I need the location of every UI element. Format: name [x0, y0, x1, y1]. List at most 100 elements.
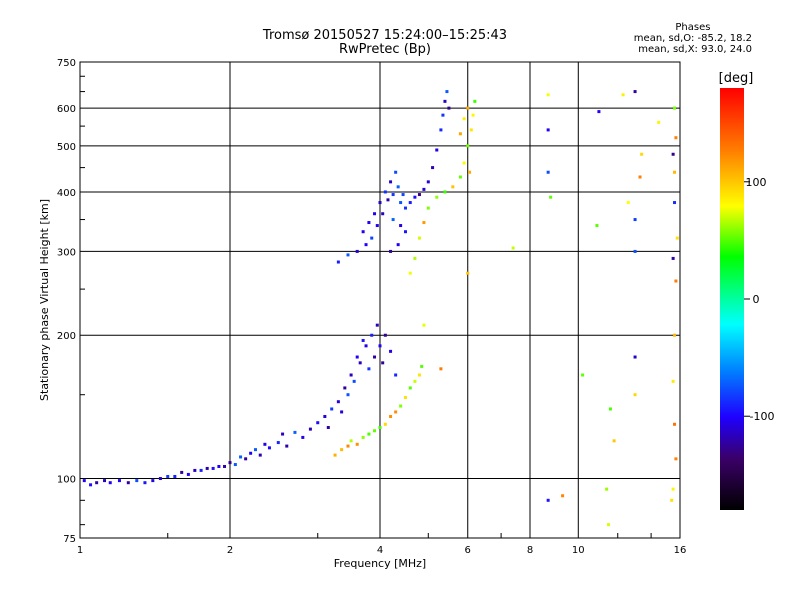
data-point-x — [607, 523, 611, 527]
data-point-o — [301, 435, 305, 439]
data-point-x — [612, 439, 616, 443]
colorbar-label: [deg] — [719, 71, 754, 86]
data-point-o — [546, 498, 550, 502]
data-point-o — [267, 446, 271, 450]
data-point-x — [670, 498, 674, 502]
data-point-x — [605, 487, 609, 491]
data-point-o — [417, 193, 421, 197]
x-tick-label: 8 — [527, 545, 533, 556]
data-point-o — [399, 201, 403, 205]
data-point-o — [346, 393, 350, 397]
x-tick-label: 4 — [377, 545, 383, 556]
data-point-o — [217, 464, 221, 468]
data-point-o — [253, 448, 257, 452]
data-point-o — [173, 474, 177, 478]
data-point-o — [355, 355, 359, 359]
data-point-o — [396, 243, 400, 247]
data-point-o — [546, 170, 550, 174]
data-point-x — [466, 271, 470, 275]
data-point-o — [399, 224, 403, 228]
data-point-o — [95, 481, 99, 485]
phases-legend: Phases mean, sd,O: -85.2, 18.2 mean, sd,… — [634, 22, 752, 55]
data-point-x — [640, 152, 644, 156]
data-point-x — [626, 201, 630, 205]
data-point-o — [89, 483, 93, 487]
data-point-o — [370, 333, 374, 337]
colorbar-tick-label: -100 — [750, 410, 775, 423]
data-point-x — [378, 425, 382, 429]
x-axis-label: Frequency [MHz] — [334, 557, 426, 570]
data-point-x — [458, 132, 462, 136]
data-point-x — [422, 323, 426, 327]
data-point-o — [263, 442, 267, 446]
data-point-x — [399, 404, 403, 408]
data-point-x — [413, 256, 417, 260]
data-point-o — [633, 249, 637, 253]
data-point-x — [595, 224, 599, 228]
data-point-x — [466, 106, 470, 110]
data-point-o — [244, 457, 248, 461]
data-point-x — [462, 117, 466, 121]
data-point-o — [378, 344, 382, 348]
data-point-o — [431, 166, 435, 170]
data-point-o — [186, 472, 190, 476]
x-tick-label: 6 — [465, 545, 471, 556]
data-point-o — [316, 421, 320, 425]
data-point-o — [143, 481, 147, 485]
data-point-x — [443, 190, 447, 194]
data-point-o — [426, 180, 430, 184]
data-point-o — [285, 444, 289, 448]
colorbar-tick-label: 100 — [746, 176, 767, 189]
data-point-o — [435, 148, 439, 152]
data-point-o — [391, 218, 395, 222]
data-point-o — [340, 410, 344, 414]
data-point-o — [443, 99, 447, 103]
data-point-o — [233, 463, 237, 467]
data-point-x — [413, 379, 417, 383]
data-point-o — [391, 193, 395, 197]
data-point-x — [373, 429, 377, 433]
y-tick-label: 100 — [57, 475, 76, 486]
data-point-x — [420, 364, 424, 368]
axis-ticks: 1 2 4 6 8 10 16 75 100 200 300 400 500 600 750 — [57, 58, 686, 556]
data-point-o — [403, 206, 407, 210]
data-point-x — [417, 236, 421, 240]
data-point-o — [633, 218, 637, 222]
data-point-o — [403, 230, 407, 234]
data-point-o — [205, 466, 209, 470]
colorbar — [720, 88, 744, 510]
data-point-o — [358, 361, 362, 365]
data-point-o — [364, 344, 368, 348]
data-point-x — [608, 407, 612, 411]
data-point-o — [413, 195, 417, 199]
data-point-x — [383, 422, 387, 426]
data-point-x — [673, 422, 677, 426]
data-point-o — [166, 474, 170, 478]
data-point-x — [340, 448, 344, 452]
data-point-o — [367, 367, 371, 371]
data-point-x — [673, 170, 677, 174]
data-point-x — [435, 195, 439, 199]
data-point-x — [673, 106, 677, 110]
data-point-o — [276, 441, 280, 445]
data-point-o — [108, 481, 112, 485]
data-point-x — [671, 487, 675, 491]
data-point-o — [249, 451, 253, 455]
x-tick-label: 2 — [227, 545, 233, 556]
data-point-o — [211, 466, 215, 470]
data-point-o — [381, 212, 385, 216]
data-point-x — [389, 414, 393, 418]
y-tick-label: 750 — [57, 58, 76, 69]
data-point-o — [352, 379, 356, 383]
data-point-o — [370, 236, 374, 240]
data-point-x — [346, 444, 350, 448]
data-point-o — [228, 461, 232, 465]
plot-frame — [79, 61, 681, 539]
data-point-x — [355, 442, 359, 446]
data-point-o — [126, 481, 130, 485]
data-point-o — [375, 323, 379, 327]
data-point-x — [408, 271, 412, 275]
y-axis-label: Stationary phase Virtual Height [km] — [38, 199, 51, 401]
data-point-x — [621, 93, 625, 97]
y-tick-label: 200 — [57, 331, 76, 342]
